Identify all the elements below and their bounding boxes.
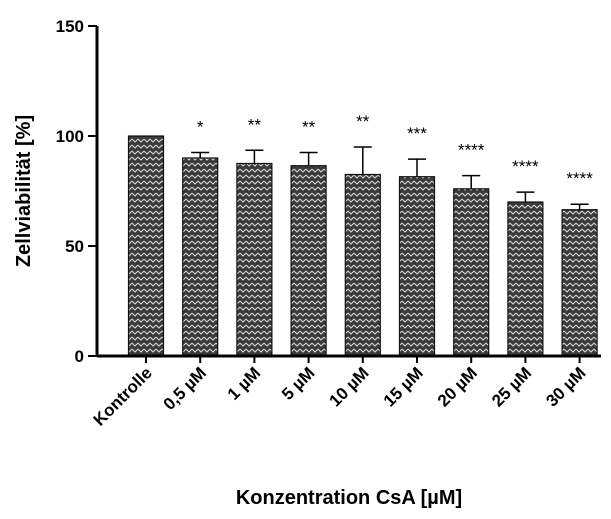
x-tick-label-20-um: 20 µM — [434, 363, 481, 410]
bar-25-um — [507, 201, 544, 357]
significance-25-um: **** — [512, 157, 539, 176]
x-tick-label-25-um: 25 µM — [488, 363, 535, 410]
x-tick-label-kontrolle: Kontrolle — [90, 363, 156, 429]
x-tick-label-0-5-um: 0,5 µM — [160, 363, 210, 413]
bar-20-um — [453, 188, 490, 357]
y-tick-label-150: 150 — [56, 17, 84, 36]
significance-0-5-um: * — [197, 118, 204, 137]
y-tick-label-50: 50 — [65, 237, 84, 256]
bar-15-um — [398, 176, 436, 357]
significance-group: * ** ** ***************** — [197, 112, 593, 188]
y-ticks-group: 0 50 100 150 — [56, 17, 97, 366]
significance-10-um: ** — [356, 112, 370, 131]
x-ticks-group: Kontrolle 0,5 µM 1 µM 5 µM 10 µM 15 µM 20 µM 25… — [90, 356, 589, 430]
significance-15-um: *** — [407, 124, 427, 143]
y-axis-title: Zellviabilität [%] — [13, 115, 35, 267]
error-bars-group — [191, 146, 589, 210]
bar-10-um — [344, 173, 381, 357]
significance-20-um: **** — [458, 141, 485, 160]
x-tick-label-30-um: 30 µM — [542, 363, 589, 410]
y-tick-label-100: 100 — [56, 127, 84, 146]
bar-kontrolle — [127, 135, 165, 357]
bar-5-um — [290, 165, 327, 357]
bar-0-5-um — [182, 157, 219, 357]
significance-1-um: ** — [248, 115, 262, 134]
x-tick-label-5-um: 5 µM — [278, 363, 318, 403]
x-tick-label-10-um: 10 µM — [326, 363, 373, 410]
significance-5-um: ** — [302, 118, 316, 137]
x-tick-label-15-um: 15 µM — [380, 363, 427, 410]
x-tick-label-1-um: 1 µM — [224, 363, 264, 403]
bar-30-um — [561, 209, 598, 357]
significance-30-um: **** — [566, 169, 593, 188]
bar-1-um — [236, 162, 273, 357]
y-tick-label-0: 0 — [75, 347, 84, 366]
x-axis-title: Konzentration CsA [µM] — [236, 487, 462, 509]
